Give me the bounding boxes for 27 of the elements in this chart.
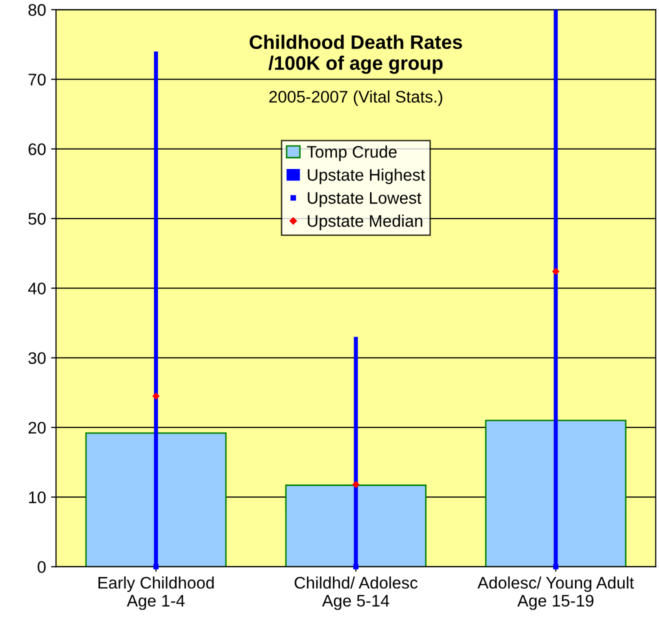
y-tick-label: 60 xyxy=(28,143,46,156)
y-tick-label: 30 xyxy=(28,352,46,364)
y-tick-label: 0 xyxy=(38,561,46,573)
bar xyxy=(485,420,626,567)
legend-label: Tomp Crude xyxy=(306,146,397,162)
text: Childhood Death Rates /100K of age group xyxy=(250,34,462,74)
bar xyxy=(285,484,427,567)
x-tick-label: Early Childhood Age 1-4 xyxy=(98,576,214,610)
y-tick-label: 40 xyxy=(28,282,46,294)
point xyxy=(152,392,160,400)
bar xyxy=(85,432,227,567)
x-tick-label: Adolesc/ Young Adult Age 15-19 xyxy=(477,576,634,610)
point xyxy=(552,268,560,276)
y-tick-label: 10 xyxy=(29,491,46,504)
legend-label: Upstate Median xyxy=(308,214,422,230)
text: 2005-2007 (Vital Stats.) xyxy=(269,90,442,106)
y-tick-label: 70 xyxy=(28,74,46,86)
point xyxy=(352,480,360,488)
y-tick-label: 20 xyxy=(28,422,46,434)
point xyxy=(153,564,159,570)
point xyxy=(553,564,558,570)
y-tick-label: 80 xyxy=(28,4,46,16)
legend-label: Upstate Lowest xyxy=(308,192,422,208)
y-tick-label: 50 xyxy=(28,212,46,225)
x-tick-label: Childhd/ Adolesc Age 5-14 xyxy=(294,576,418,610)
point xyxy=(353,564,358,570)
legend-label: Upstate Highest xyxy=(308,168,426,184)
